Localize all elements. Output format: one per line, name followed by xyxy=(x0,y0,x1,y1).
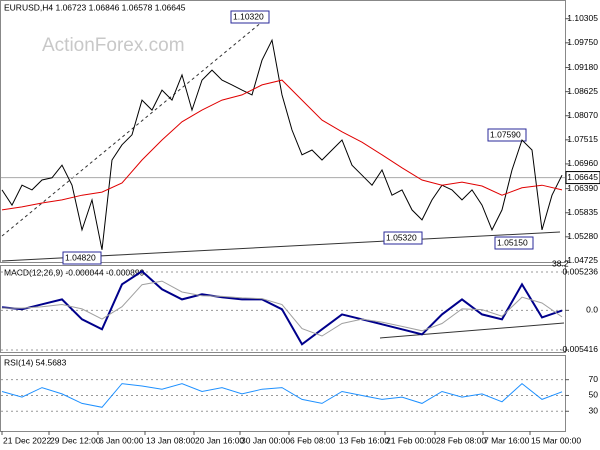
x-tick-label: 15 Mar 00:00 xyxy=(531,435,581,445)
y-tick-label: 0.005236 xyxy=(563,266,599,276)
x-tick-label: 6 Jan 00:00 xyxy=(99,435,144,445)
x-tick-label: 21 Feb 00:00 xyxy=(386,435,436,445)
y-tick-label: 1.05280 xyxy=(567,231,598,241)
chart-title: EURUSD,H4 1.06723 1.06846 1.06578 1.0664… xyxy=(4,2,186,12)
annotation: 38.2 xyxy=(552,258,569,268)
x-tick-label: 21 Dec 2022 xyxy=(3,435,51,445)
macd-title: MACD(12,26,9) -0.000044 -0.000899 xyxy=(4,267,145,277)
rsi-panel xyxy=(0,355,566,432)
x-tick-label: 13 Feb 16:00 xyxy=(339,435,389,445)
annotation: 1.07590 xyxy=(490,129,521,139)
y-tick-label: 70 xyxy=(589,374,599,384)
annotation-box xyxy=(230,10,270,24)
current-price-box xyxy=(565,171,600,185)
x-tick-label: 20 Jan 16:00 xyxy=(195,435,244,445)
y-tick-label: 1.06960 xyxy=(567,158,598,168)
watermark: ActionForex.com xyxy=(42,35,185,56)
x-tick-label: 7 Mar 16:00 xyxy=(484,435,530,445)
series-line xyxy=(1,79,563,211)
x-tick-label: 13 Jan 08:00 xyxy=(146,435,195,445)
macd-trend-line xyxy=(379,322,565,339)
y-tick-label: 1.07515 xyxy=(567,134,598,144)
series-line xyxy=(1,38,563,250)
annotation: 1.05150 xyxy=(497,237,528,247)
rsi-title: RSI(14) 54.5683 xyxy=(4,357,67,367)
annotation: 1.05320 xyxy=(386,232,417,242)
y-tick-label: 1.04725 xyxy=(567,255,598,265)
main-panel xyxy=(0,0,566,263)
annotation: 1.04820 xyxy=(65,252,96,262)
annotation-box xyxy=(487,128,527,142)
series-line xyxy=(1,270,563,346)
y-tick-label: 1.06390 xyxy=(567,183,598,193)
y-tick-label: 0.0 xyxy=(586,305,598,315)
y-tick-label: -0.005416 xyxy=(560,344,599,354)
y-tick-label: 50 xyxy=(589,390,599,400)
y-tick-label: 1.08070 xyxy=(567,110,598,120)
y-tick-label: 1.05835 xyxy=(567,207,598,217)
y-tick-label: 1.08625 xyxy=(567,86,598,96)
x-tick-label: 30 Jan 00:00 xyxy=(241,435,290,445)
annotation-box xyxy=(494,236,534,250)
y-tick-label: 1.09180 xyxy=(567,62,598,72)
y-tick-label: 30 xyxy=(589,406,599,416)
macd-panel xyxy=(0,265,566,353)
y-tick-label: 1.10305 xyxy=(567,13,598,23)
annotation-box xyxy=(383,231,423,245)
series-line xyxy=(2,280,563,337)
x-tick-label: 29 Dec 12:00 xyxy=(50,435,101,445)
current-price-label: 1.06645 xyxy=(567,172,598,182)
x-tick-label: 6 Feb 08:00 xyxy=(290,435,336,445)
x-tick-label: 28 Feb 08:00 xyxy=(436,435,486,445)
annotation: 1.10320 xyxy=(233,11,264,21)
annotation-box xyxy=(62,251,102,265)
y-tick-label: 1.09750 xyxy=(567,37,598,47)
series-line xyxy=(1,382,563,408)
